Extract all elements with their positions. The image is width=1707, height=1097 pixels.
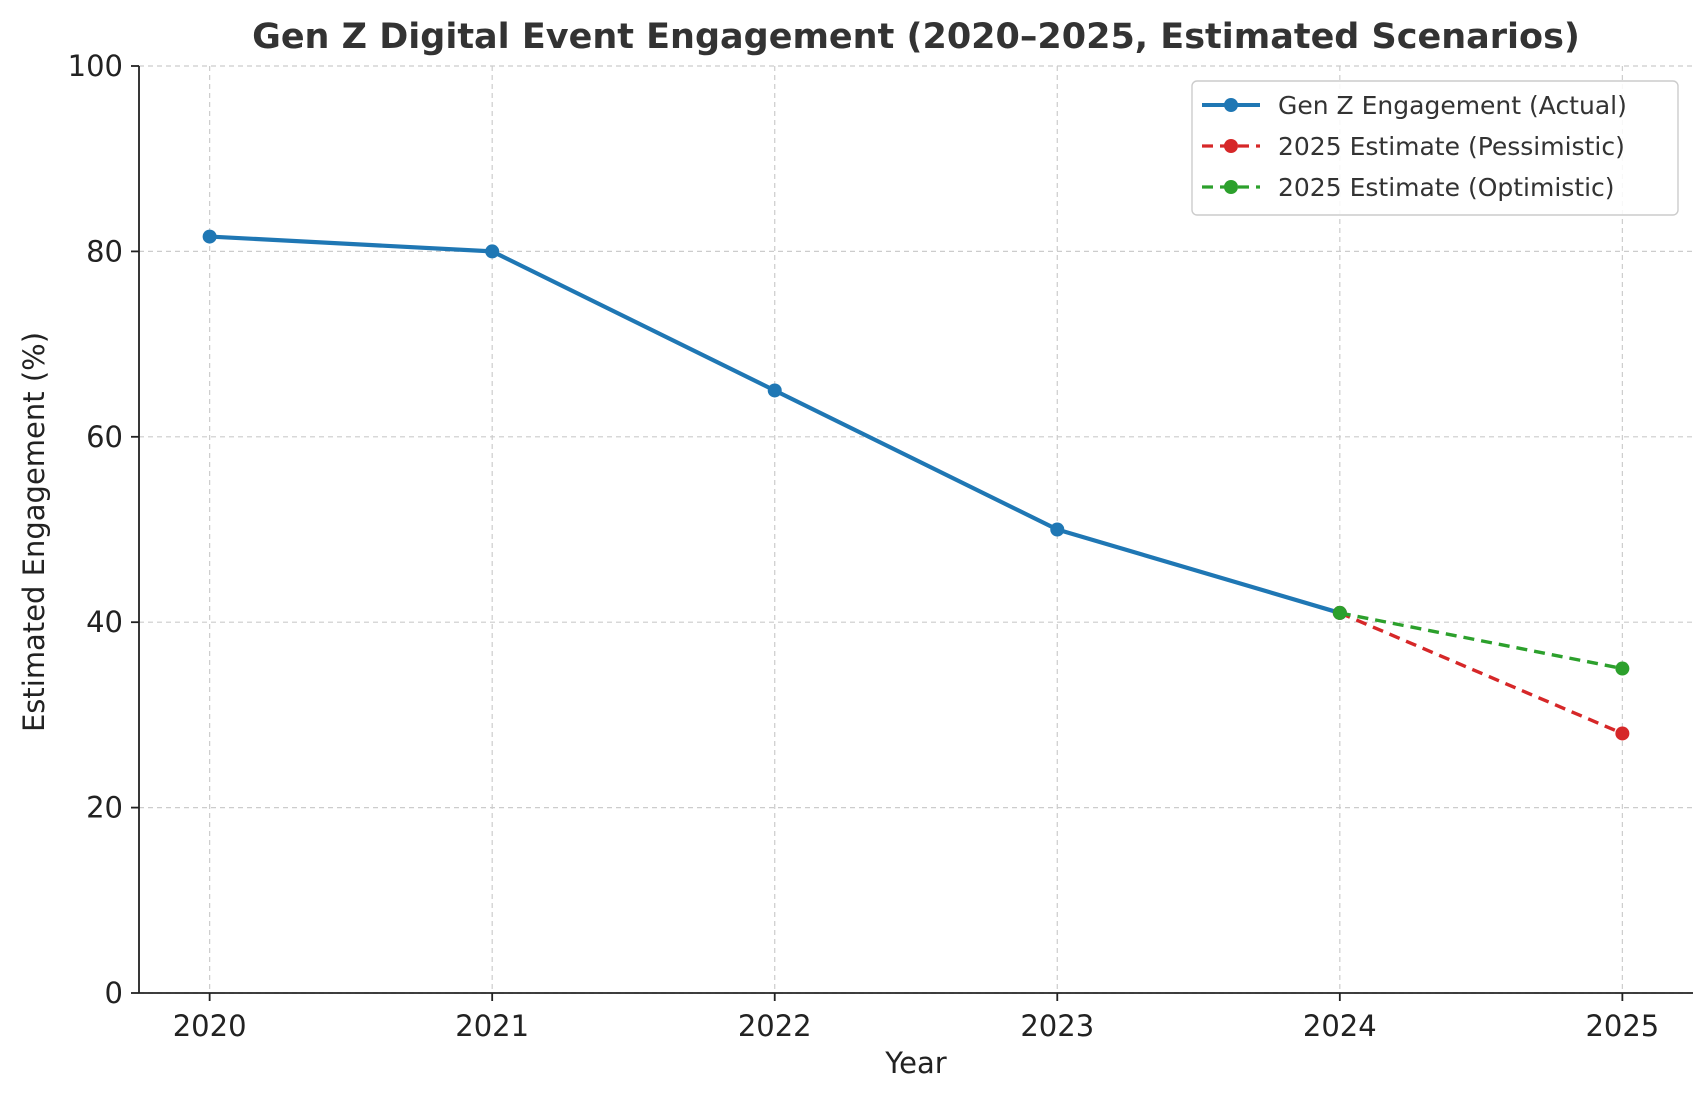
y-tick-label: 40 [86, 605, 123, 639]
x-tick-label: 2025 [1585, 1009, 1659, 1043]
data-point [1615, 726, 1630, 741]
legend-marker-1 [1224, 139, 1238, 153]
y-tick-label: 60 [86, 420, 123, 454]
x-tick-label: 2020 [173, 1009, 247, 1043]
data-point [202, 229, 217, 244]
legend-box [1191, 80, 1679, 216]
series-lines [202, 229, 1630, 741]
y-tick-label: 80 [86, 234, 123, 268]
series-line-2 [1339, 611, 1623, 671]
x-tick-label: 2023 [1020, 1009, 1094, 1043]
tick-labels: 2020 2021 2022 2023 2024 2025 0 20 40 60 80 100 [68, 49, 1660, 1043]
x-axis-label: Year [884, 1046, 946, 1080]
data-point [485, 244, 500, 259]
legend-label-0: Gen Z Engagement (Actual) [1278, 91, 1627, 120]
series-line-1 [1339, 611, 1624, 736]
legend: Gen Z Engagement (Actual) 2025 Estimate (… [1191, 80, 1679, 216]
legend-marker-2 [1224, 180, 1238, 194]
x-tick-label: 2022 [738, 1009, 812, 1043]
legend-label-1: 2025 Estimate (Pessimistic) [1278, 132, 1625, 161]
x-tick-label: 2021 [455, 1009, 529, 1043]
x-tick-label: 2024 [1303, 1009, 1377, 1043]
data-point [767, 383, 782, 398]
y-tick-label: 0 [105, 976, 123, 1010]
data-point [1332, 605, 1347, 620]
y-tick-label: 20 [86, 791, 123, 825]
y-tick-label: 100 [68, 49, 123, 83]
data-point [1050, 522, 1065, 537]
legend-label-2: 2025 Estimate (Optimistic) [1278, 173, 1615, 202]
data-point [1615, 661, 1630, 676]
axes [131, 65, 1693, 1001]
chart-title: Gen Z Digital Event Engagement (2020–202… [252, 17, 1580, 57]
y-axis-label: Estimated Engagement (%) [17, 332, 51, 732]
legend-marker-0 [1224, 98, 1238, 112]
